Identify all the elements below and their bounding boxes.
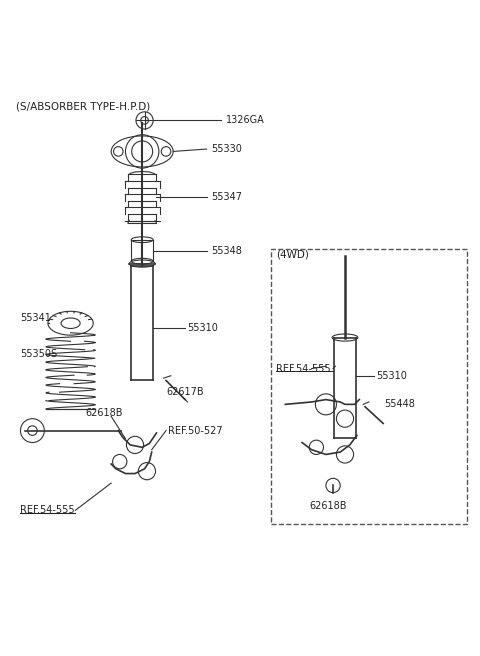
Text: 55310: 55310 <box>376 371 407 380</box>
Text: 55310: 55310 <box>188 323 218 333</box>
Text: REF.54-555: REF.54-555 <box>21 505 75 516</box>
Text: 55348: 55348 <box>211 246 242 256</box>
Text: 55330: 55330 <box>211 144 242 154</box>
Text: 1326GA: 1326GA <box>226 115 264 125</box>
Text: 62618B: 62618B <box>309 501 347 510</box>
Text: REF.54-555: REF.54-555 <box>276 363 330 373</box>
Text: 55448: 55448 <box>384 400 416 409</box>
Text: 55347: 55347 <box>211 192 242 202</box>
Text: REF.50-527: REF.50-527 <box>168 426 223 436</box>
Text: (4WD): (4WD) <box>276 249 309 259</box>
Text: (S/ABSORBER TYPE-H.P.D): (S/ABSORBER TYPE-H.P.D) <box>16 101 150 112</box>
Text: 62617B: 62617B <box>166 388 204 398</box>
Text: 55350S: 55350S <box>21 349 58 359</box>
Text: 62618B: 62618B <box>85 408 122 418</box>
Text: 55341: 55341 <box>21 314 51 323</box>
